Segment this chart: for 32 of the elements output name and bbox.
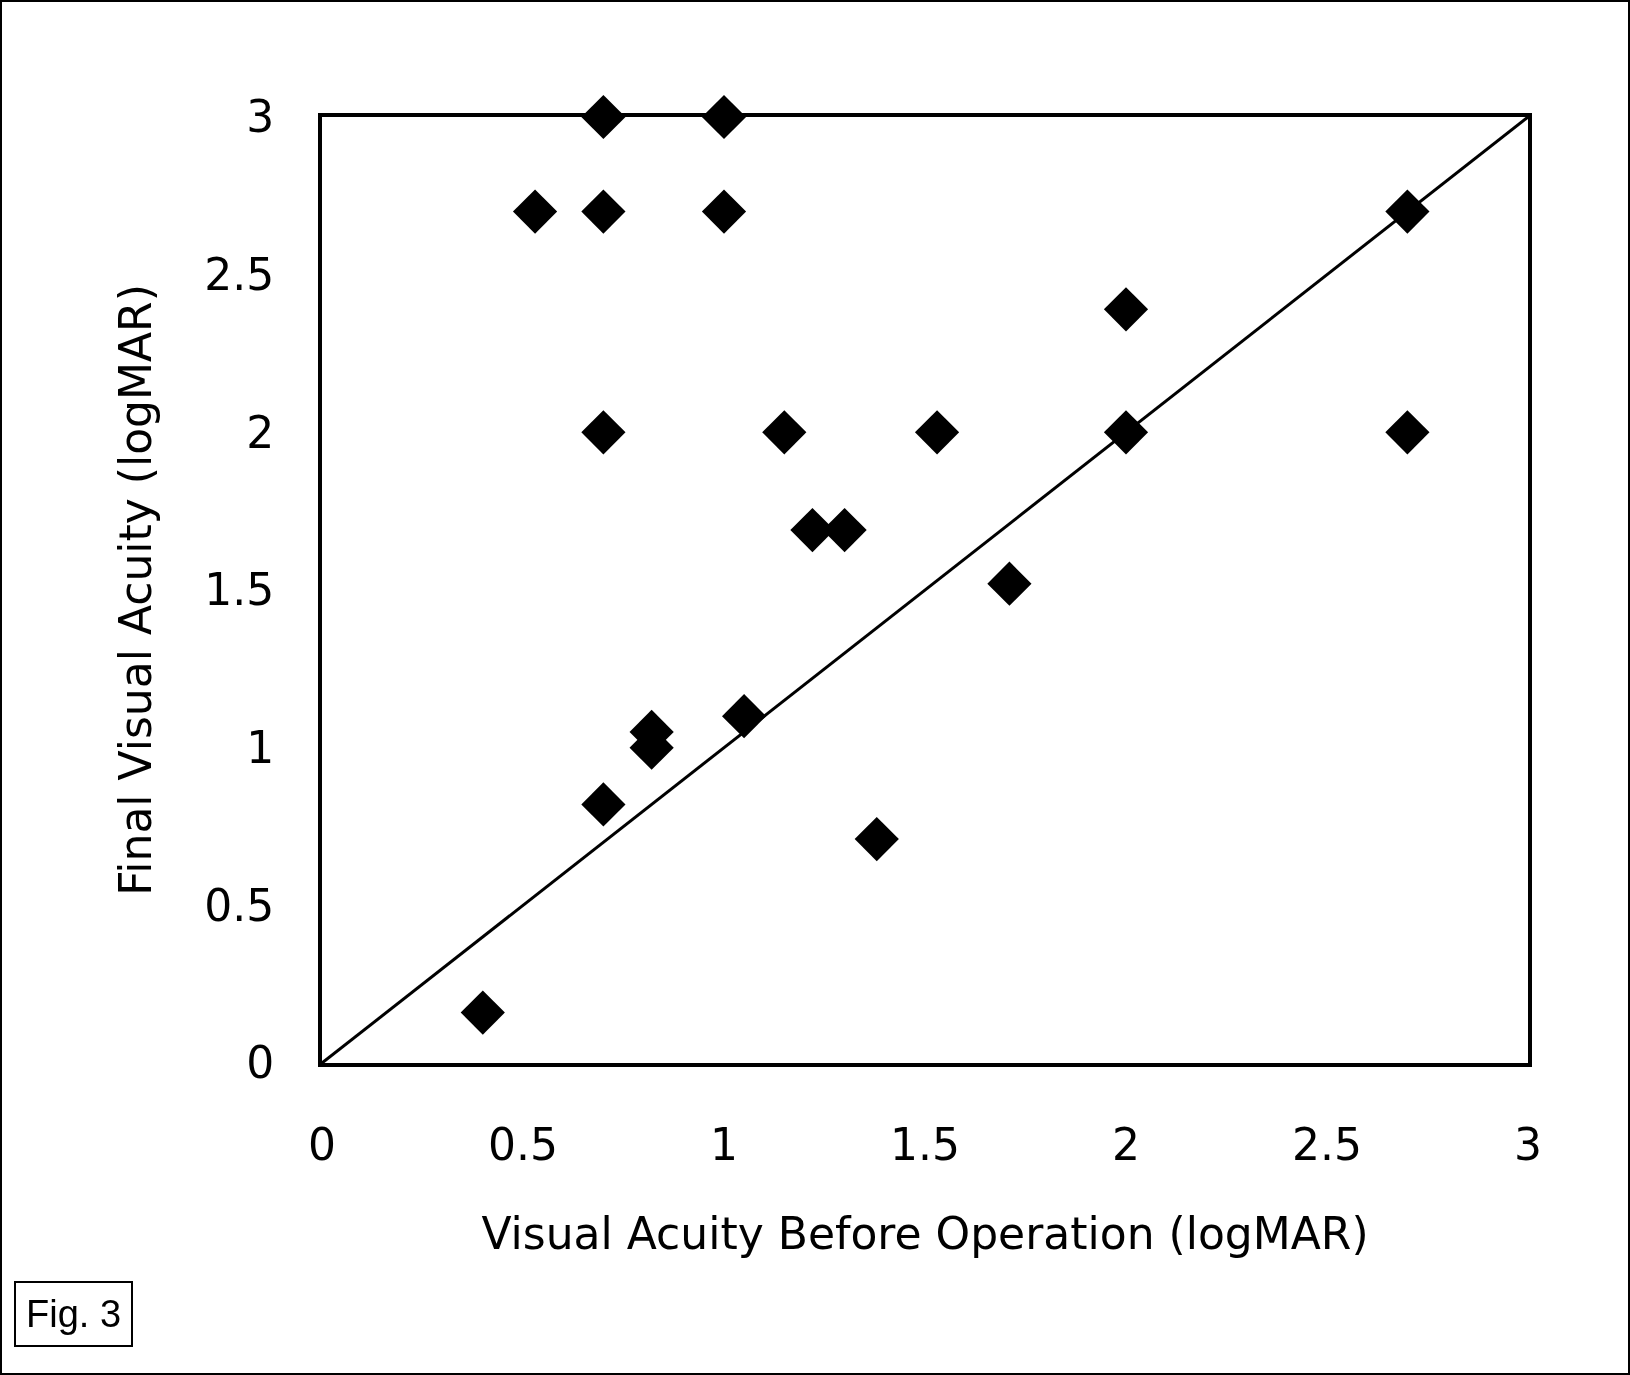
point (460, 990, 505, 1035)
point (1103, 287, 1149, 332)
point (581, 782, 626, 827)
x-tick-label: 3 (1514, 1118, 1542, 1170)
x-tick-label: 2 (1112, 1118, 1140, 1170)
x-tick-label: 0 (308, 1118, 336, 1170)
x-tick-label: 1.5 (890, 1118, 960, 1170)
y-tick-label: 1.5 (204, 564, 275, 616)
y-tick-label: 1 (246, 722, 275, 774)
point (512, 189, 558, 234)
point (987, 561, 1032, 606)
y-tick-label: 0.5 (204, 879, 275, 931)
y-tick-label: 0 (246, 1037, 275, 1089)
caption: Fig. 3 (26, 1293, 122, 1335)
x-tick-label: 0.5 (488, 1118, 558, 1170)
y-tick-label: 2 (246, 406, 275, 458)
point (581, 189, 626, 234)
x-tick-label: 1 (710, 1118, 738, 1170)
point (854, 817, 899, 862)
y-tick-label: 2.5 (204, 249, 275, 301)
point (1385, 410, 1430, 455)
point (914, 410, 960, 455)
point (1385, 189, 1430, 234)
x-tick-label: 2.5 (1292, 1118, 1362, 1170)
x-axis-title: Visual Acuity Before Operation (logMAR) (481, 1207, 1369, 1259)
y-axis-title: Final Visual Acuity (logMAR) (109, 284, 161, 896)
point (762, 410, 807, 455)
y-tick-label: 3 (246, 91, 275, 143)
point (701, 189, 747, 234)
point (1103, 410, 1149, 455)
point (581, 410, 626, 455)
point (722, 694, 767, 739)
